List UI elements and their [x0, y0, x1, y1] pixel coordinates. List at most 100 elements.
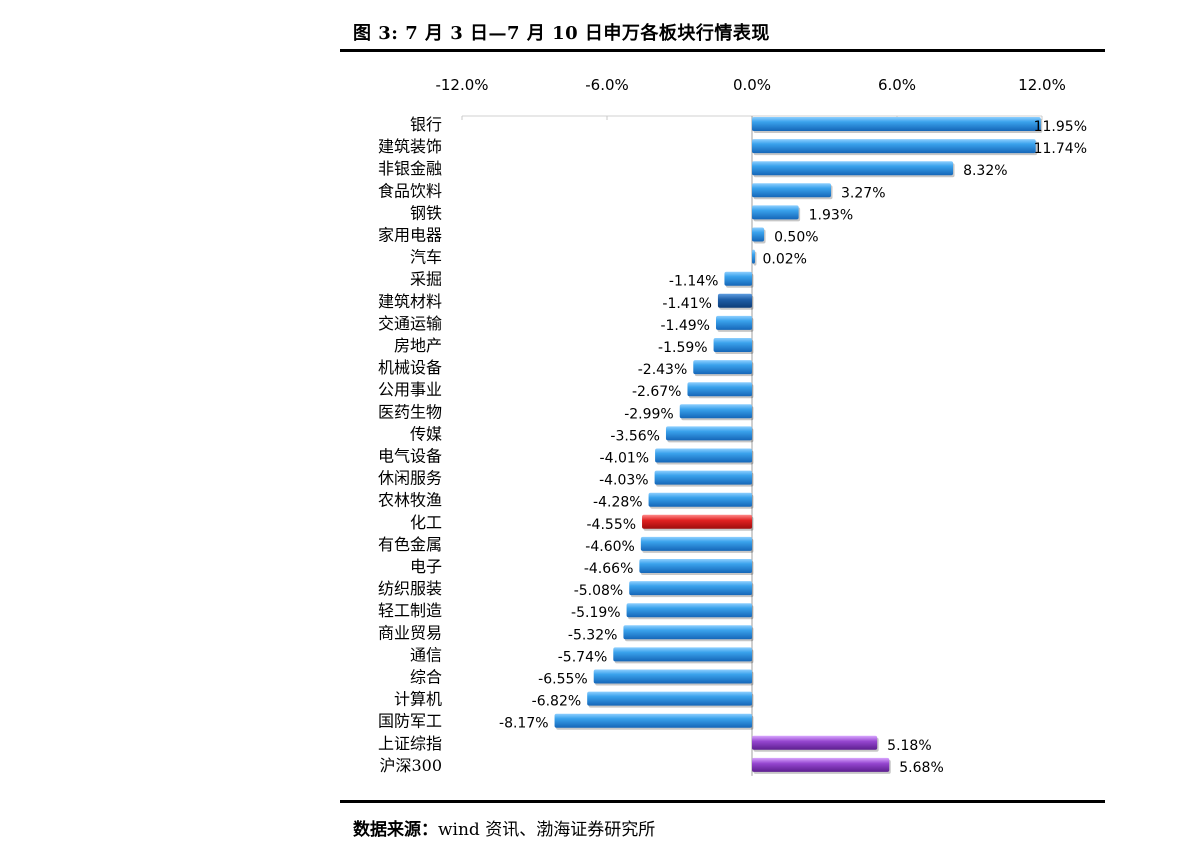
bar — [587, 691, 752, 706]
category-label: 电气设备 — [378, 447, 442, 466]
bar — [665, 426, 752, 441]
x-axis: -12.0% -6.0% 0.0% 6.0% 12.0% — [435, 76, 1066, 776]
category-label: 采掘 — [410, 270, 442, 289]
value-label: -6.55% — [538, 672, 588, 688]
source-label: 数据来源： — [353, 820, 438, 840]
value-label: 11.74% — [1034, 141, 1087, 157]
bar — [655, 448, 752, 463]
bar — [752, 139, 1036, 154]
category-label: 医药生物 — [378, 402, 442, 421]
value-label: -2.43% — [638, 362, 688, 378]
bar — [752, 735, 878, 750]
category-label: 通信 — [410, 645, 442, 664]
category-label: 纺织服装 — [378, 579, 442, 598]
category-label: 交通运输 — [378, 314, 442, 333]
bar — [752, 249, 755, 264]
value-label: -4.28% — [593, 495, 643, 511]
bar — [613, 647, 752, 662]
bar — [724, 271, 752, 286]
value-label: -4.01% — [600, 451, 650, 467]
bar — [642, 514, 752, 529]
category-label: 建筑材料 — [378, 292, 442, 311]
bar — [752, 117, 1041, 131]
value-label: -2.67% — [632, 384, 682, 400]
bar — [626, 603, 752, 618]
category-label: 有色金属 — [378, 535, 442, 554]
value-label: 5.68% — [899, 760, 943, 776]
value-label: -4.03% — [599, 473, 649, 489]
category-label: 计算机 — [394, 690, 442, 709]
bar — [654, 470, 752, 485]
category-label: 建筑装饰 — [378, 137, 442, 156]
value-label: 8.32% — [963, 163, 1007, 179]
category-label: 家用电器 — [378, 226, 442, 245]
value-label: -3.56% — [610, 428, 660, 444]
bar — [715, 315, 752, 330]
value-label: -1.14% — [669, 274, 719, 290]
value-label: -4.55% — [587, 517, 637, 533]
bar — [752, 757, 890, 772]
category-label: 农林牧渔 — [378, 491, 442, 510]
bar — [752, 205, 799, 220]
value-label: -8.17% — [499, 716, 549, 732]
x-tick-label: -6.0% — [585, 76, 629, 94]
category-label: 电子 — [410, 557, 442, 576]
bar — [687, 382, 752, 397]
bar — [593, 669, 752, 684]
x-tick-label: -12.0% — [435, 76, 488, 94]
category-label: 食品饮料 — [378, 181, 442, 200]
value-label: -2.99% — [624, 406, 674, 422]
bars — [554, 117, 1043, 774]
bar — [629, 581, 752, 596]
figure-title: 图 3: 7 月 3 日—7 月 10 日申万各板块行情表现 — [353, 23, 770, 44]
category-label: 沪深300 — [379, 756, 442, 775]
category-label: 传媒 — [410, 424, 442, 443]
bar — [640, 536, 752, 551]
bar — [713, 338, 752, 352]
category-label: 钢铁 — [410, 203, 442, 222]
value-label: -5.32% — [568, 627, 618, 643]
category-labels: 银行建筑装饰非银金融食品饮料钢铁家用电器汽车采掘建筑材料交通运输房地产机械设备公… — [378, 115, 442, 775]
bar — [752, 161, 954, 176]
source-text: wind 资讯、渤海证券研究所 — [438, 820, 656, 840]
category-label: 公用事业 — [378, 380, 442, 399]
category-label: 非银金融 — [378, 159, 442, 178]
category-label: 上证综指 — [378, 734, 442, 753]
category-label: 房地产 — [394, 336, 442, 355]
bar — [693, 360, 752, 375]
bar — [623, 625, 752, 640]
source-note: 数据来源：wind 资讯、渤海证券研究所 — [353, 815, 655, 840]
bar — [717, 293, 752, 308]
x-tick-label: 0.0% — [733, 76, 771, 94]
category-label: 轻工制造 — [378, 601, 442, 620]
category-label: 综合 — [410, 668, 442, 687]
value-label: -5.19% — [571, 605, 621, 621]
category-label: 汽车 — [410, 248, 442, 267]
value-label: -6.82% — [532, 694, 582, 710]
category-label: 机械设备 — [378, 358, 442, 377]
category-label: 休闲服务 — [378, 469, 442, 488]
value-label: -4.60% — [585, 539, 635, 555]
value-label: 0.50% — [774, 230, 818, 246]
value-label: 5.18% — [887, 738, 931, 754]
category-label: 化工 — [410, 513, 442, 532]
bar — [554, 713, 752, 728]
value-label: -1.41% — [662, 296, 712, 312]
bottom-rule — [340, 800, 1105, 803]
category-label: 银行 — [410, 115, 442, 134]
value-label: -5.74% — [558, 649, 608, 665]
bar — [648, 492, 752, 507]
x-tick-label: 12.0% — [1018, 76, 1066, 94]
value-label: 3.27% — [841, 185, 885, 201]
value-label: -1.49% — [660, 318, 710, 334]
bar — [752, 227, 765, 242]
value-label: 0.02% — [762, 252, 806, 268]
category-label: 商业贸易 — [378, 623, 442, 642]
value-label: -4.66% — [584, 561, 634, 577]
value-labels: 11.95% 11.74% 8.32% 3.27% 1.93% 0.50% 0.02% -1.… — [499, 119, 1087, 776]
x-tick-label: 6.0% — [878, 76, 916, 94]
value-label: 11.95% — [1034, 119, 1087, 135]
top-rule — [340, 49, 1105, 52]
value-label: -5.08% — [574, 583, 624, 599]
